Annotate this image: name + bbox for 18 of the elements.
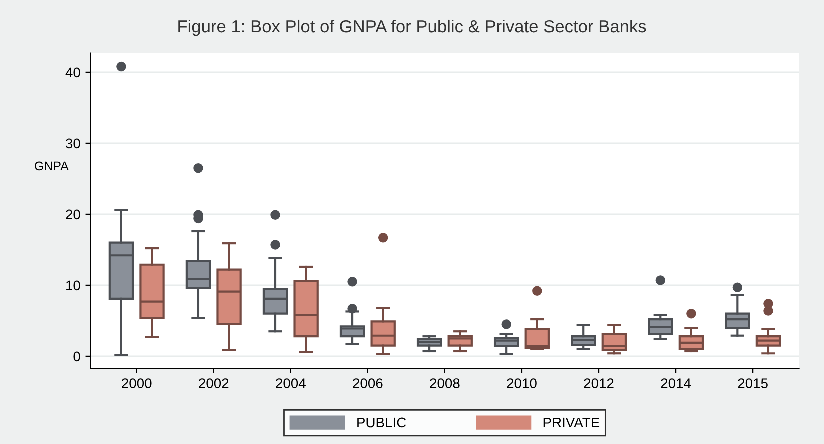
x-tick-label: 2010 <box>507 378 537 388</box>
legend-label: PRIVATE <box>544 418 600 428</box>
x-tick-label: 2014 <box>661 378 692 388</box>
x-tick-label: 2004 <box>276 378 306 388</box>
chart-title: Figure 1: Box Plot of GNPA for Public & Private Sector Banks <box>178 20 646 36</box>
y-tick-label: 30 <box>66 138 80 149</box>
y-tick-label: 10 <box>66 280 80 291</box>
x-tick-label: 2012 <box>584 378 614 388</box>
y-tick-label: 20 <box>66 210 80 220</box>
y-axis-title: GNPA <box>35 162 69 171</box>
x-tick-label: 2002 <box>199 378 229 388</box>
x-tick-label: 2000 <box>122 378 152 388</box>
y-tick-label: 40 <box>66 68 80 78</box>
y-tick-label: 0 <box>74 352 80 362</box>
legend-label: PUBLIC <box>358 418 406 428</box>
x-tick-label: 2006 <box>353 378 383 388</box>
x-tick-label: 2008 <box>430 378 460 388</box>
x-tick-label: 2015 <box>738 378 768 388</box>
